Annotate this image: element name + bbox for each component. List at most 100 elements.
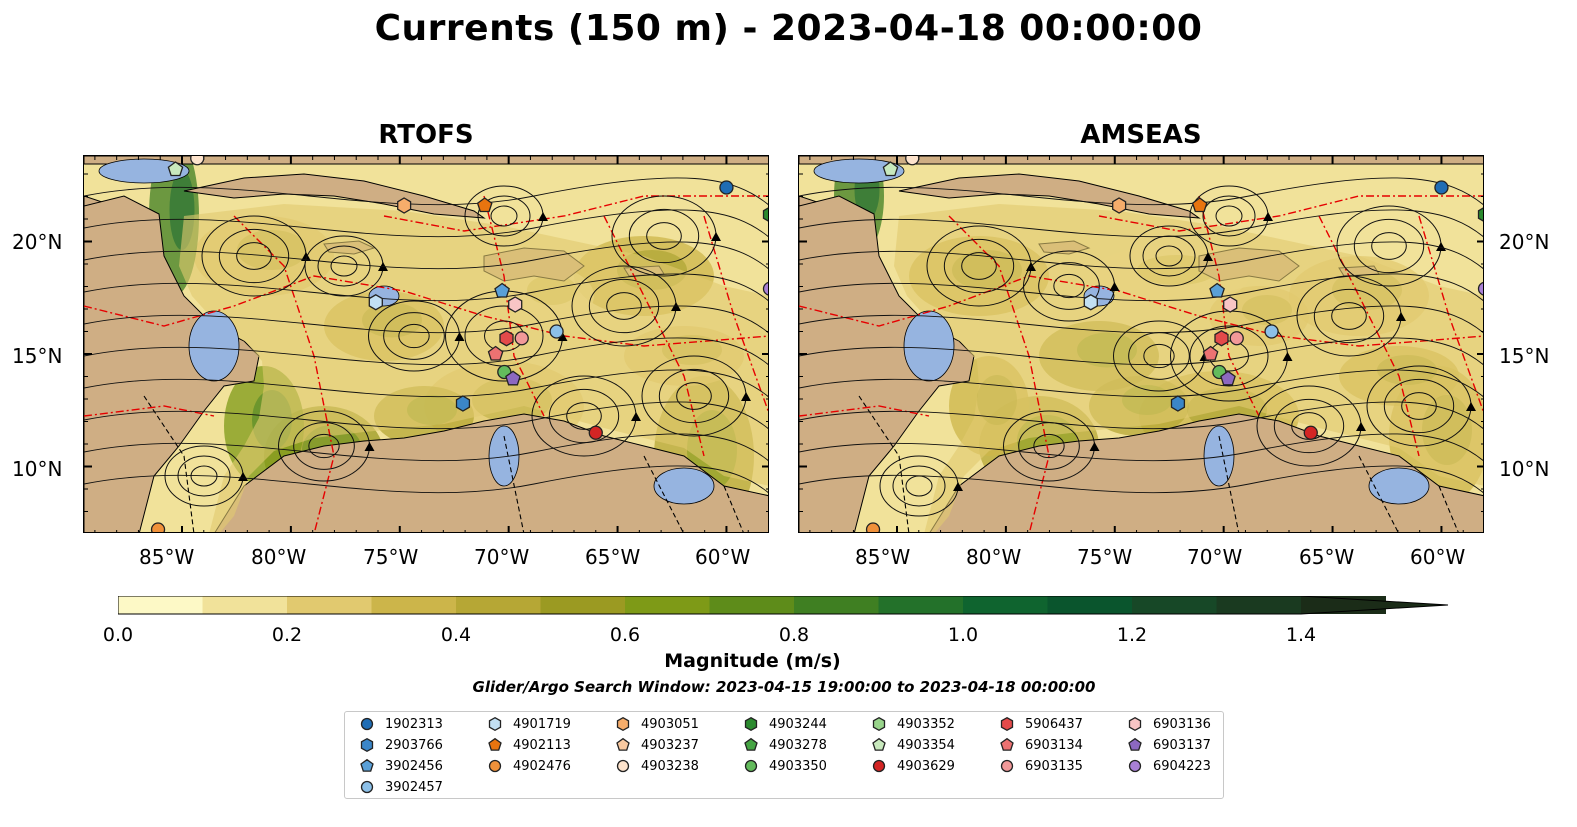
colorbar-segment — [794, 596, 879, 614]
platform-marker[interactable] — [1202, 345, 1219, 361]
lon-label-85w: 85°W — [139, 545, 195, 569]
legend-marker[interactable] — [872, 737, 886, 751]
platform-marker[interactable] — [499, 330, 514, 347]
platform-marker[interactable] — [368, 294, 383, 311]
platform-marker[interactable] — [905, 156, 920, 166]
platform-marker[interactable] — [549, 324, 564, 339]
platform-marker[interactable] — [588, 425, 603, 440]
lon-label-75w: 75°W — [363, 545, 419, 569]
pentagon-marker-icon — [360, 758, 374, 772]
platform-marker[interactable] — [150, 522, 166, 533]
platform-marker[interactable] — [865, 522, 881, 533]
platform-marker[interactable] — [508, 296, 523, 313]
pentagon-marker-icon — [872, 737, 886, 751]
platform-marker[interactable] — [1112, 197, 1127, 214]
platform-marker[interactable] — [1191, 197, 1208, 213]
platform-marker[interactable] — [762, 281, 770, 296]
legend-label: 4903350 — [769, 758, 827, 774]
legend-label: 4903238 — [641, 758, 699, 774]
colorbar-segment — [709, 596, 795, 614]
legend-item: 6903137 — [1127, 737, 1211, 753]
colorbar-segment — [1132, 596, 1217, 614]
legend-marker[interactable] — [488, 737, 502, 751]
platform-marker[interactable] — [455, 395, 471, 412]
hexagon-marker-icon — [616, 716, 630, 732]
legend-marker[interactable] — [1000, 737, 1014, 751]
platform-marker[interactable] — [1434, 180, 1449, 195]
platform-marker[interactable] — [762, 207, 770, 222]
platform-marker[interactable] — [167, 161, 184, 177]
platform-marker[interactable] — [1303, 425, 1318, 440]
legend-marker[interactable] — [1000, 716, 1014, 732]
platform-marker[interactable] — [397, 197, 412, 214]
platform-marker[interactable] — [476, 197, 493, 213]
colorbar-segment — [1047, 596, 1133, 614]
legend-label: 4903244 — [769, 716, 827, 732]
platform-marker[interactable] — [719, 180, 734, 195]
legend-marker[interactable] — [1000, 759, 1014, 773]
colorbar-extend-arrow — [1301, 596, 1448, 614]
legend-marker[interactable] — [360, 737, 374, 753]
legend-marker[interactable] — [360, 717, 374, 731]
circle-marker-icon — [616, 759, 630, 773]
platform-marker[interactable] — [1220, 370, 1236, 386]
lon-label-60w-right: 60°W — [1410, 545, 1466, 569]
platform-marker[interactable] — [1264, 324, 1279, 339]
legend-marker[interactable] — [1128, 737, 1142, 751]
legend-marker[interactable] — [616, 716, 630, 732]
legend-marker[interactable] — [744, 737, 758, 751]
legend-item: 3902456 — [359, 758, 443, 774]
platform-marker[interactable] — [1229, 331, 1244, 346]
legend-marker[interactable] — [616, 737, 630, 751]
legend-label: 6903136 — [1153, 716, 1211, 732]
legend-marker[interactable] — [360, 780, 374, 794]
platform-marker[interactable] — [494, 282, 510, 298]
legend-marker[interactable] — [360, 758, 374, 772]
platform-marker[interactable] — [1477, 281, 1485, 296]
lon-label-60w: 60°W — [695, 545, 751, 569]
legend-marker[interactable] — [744, 716, 758, 732]
legend-marker[interactable] — [1128, 759, 1142, 773]
legend-item: 4903629 — [871, 758, 955, 774]
colorbar-tick-7: 1.4 — [1285, 624, 1317, 646]
rtofs-map-canvas[interactable] — [84, 156, 769, 533]
lon-label-85w-right: 85°W — [855, 545, 911, 569]
platform-marker[interactable] — [505, 370, 521, 386]
legend-marker[interactable] — [616, 759, 630, 773]
platform-marker[interactable] — [514, 331, 529, 346]
platform-marker[interactable] — [190, 156, 205, 166]
legend-label: 4903051 — [641, 716, 699, 732]
legend-item: 4903237 — [615, 737, 699, 753]
platform-marker[interactable] — [1477, 207, 1485, 222]
platform-marker[interactable] — [1170, 395, 1186, 412]
pentagon-marker-icon — [616, 737, 630, 751]
legend-label: 4903354 — [897, 737, 955, 753]
platform-marker[interactable] — [487, 345, 504, 361]
rtofs-map[interactable] — [83, 155, 769, 533]
legend-item: 4901719 — [487, 716, 571, 732]
circle-marker-icon — [488, 759, 502, 773]
platform-marker[interactable] — [1214, 330, 1229, 347]
legend-label: 3902457 — [385, 779, 443, 795]
circle-marker-icon — [872, 759, 886, 773]
legend-marker[interactable] — [872, 716, 886, 732]
legend-marker[interactable] — [744, 759, 758, 773]
platform-marker[interactable] — [1223, 296, 1238, 313]
colorbar-segment — [456, 596, 541, 614]
legend-marker[interactable] — [1128, 716, 1142, 732]
legend-marker[interactable] — [488, 716, 502, 732]
legend-marker[interactable] — [488, 759, 502, 773]
figure-title: Currents (150 m) - 2023-04-18 00:00:00 — [374, 8, 1203, 49]
lon-label-80w: 80°W — [251, 545, 307, 569]
platform-marker[interactable] — [882, 161, 899, 177]
colorbar-tick-2: 0.4 — [440, 624, 472, 646]
colorbar-segment — [1216, 596, 1302, 614]
platform-marker[interactable] — [1209, 282, 1225, 298]
legend-marker[interactable] — [872, 759, 886, 773]
amseas-map[interactable] — [798, 155, 1484, 533]
legend-label: 1902313 — [385, 716, 443, 732]
platform-marker[interactable] — [1083, 294, 1098, 311]
colorbar-segment — [963, 596, 1048, 614]
amseas-map-canvas[interactable] — [799, 156, 1484, 533]
lat-label-15n: 15°N — [12, 344, 63, 368]
